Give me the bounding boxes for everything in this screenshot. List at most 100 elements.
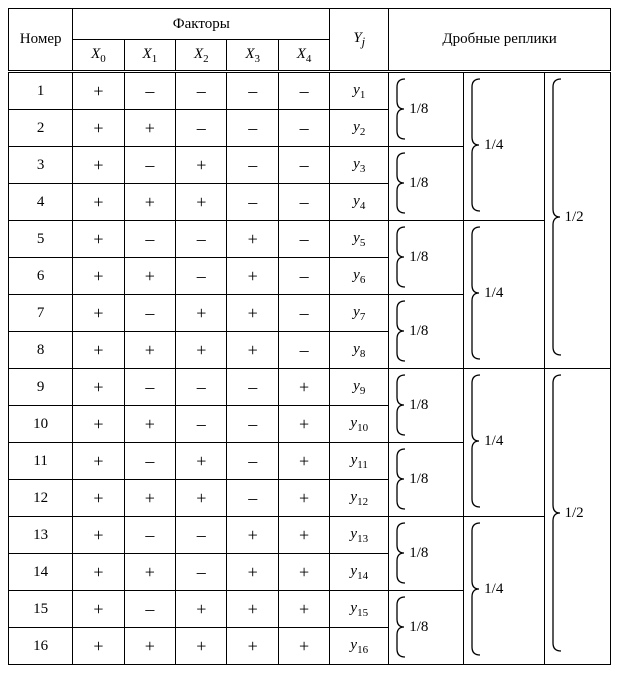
replica-eighth-cell bbox=[389, 258, 464, 295]
replica-quarter-cell bbox=[464, 110, 544, 147]
factor-sign: – bbox=[278, 147, 329, 184]
factor-sign: + bbox=[176, 480, 227, 517]
factor-sign: – bbox=[227, 480, 278, 517]
factor-sign: + bbox=[227, 295, 278, 332]
col-header-nomer: Номер bbox=[9, 9, 73, 72]
factor-sign: + bbox=[278, 517, 329, 554]
factor-sign: + bbox=[73, 443, 124, 480]
replica-eighth-cell bbox=[389, 332, 464, 369]
factor-sign: – bbox=[227, 184, 278, 221]
factor-sign: + bbox=[73, 628, 124, 665]
factor-sign: – bbox=[124, 147, 175, 184]
factor-sign: – bbox=[176, 258, 227, 295]
table-row: 3+–+––y31/8 bbox=[9, 147, 611, 184]
replica-eighth-cell bbox=[389, 480, 464, 517]
row-number: 9 bbox=[9, 369, 73, 406]
row-number: 1 bbox=[9, 72, 73, 110]
factor-sign: – bbox=[278, 221, 329, 258]
response-y: y7 bbox=[330, 295, 389, 332]
replica-quarter-cell bbox=[464, 628, 544, 665]
table-row: 1+––––y11/81/41/2 bbox=[9, 72, 611, 110]
replica-quarter-cell: 1/4 bbox=[464, 369, 544, 406]
factor-sign: + bbox=[124, 110, 175, 147]
row-number: 2 bbox=[9, 110, 73, 147]
factor-sign: + bbox=[124, 184, 175, 221]
factor-sign: – bbox=[278, 72, 329, 110]
response-y: y9 bbox=[330, 369, 389, 406]
factor-sign: + bbox=[73, 72, 124, 110]
col-header-replicas: Дробные реплики bbox=[389, 9, 611, 72]
factor-sign: – bbox=[176, 554, 227, 591]
factor-sign: – bbox=[124, 221, 175, 258]
replica-eighth-cell: 1/8 bbox=[389, 517, 464, 554]
factor-sign: – bbox=[176, 110, 227, 147]
row-number: 8 bbox=[9, 332, 73, 369]
replica-half-cell bbox=[544, 147, 611, 184]
table-row: 2++–––y2 bbox=[9, 110, 611, 147]
factor-sign: + bbox=[73, 221, 124, 258]
replica-quarter-cell bbox=[464, 480, 544, 517]
replica-half-cell bbox=[544, 554, 611, 591]
factor-sign: + bbox=[176, 628, 227, 665]
replica-quarter-cell: 1/4 bbox=[464, 221, 544, 258]
factor-sign: + bbox=[73, 147, 124, 184]
replica-eighth-cell: 1/8 bbox=[389, 72, 464, 110]
table-row: 15+–+++y151/8 bbox=[9, 591, 611, 628]
factor-sign: + bbox=[227, 628, 278, 665]
replica-eighth-cell: 1/8 bbox=[389, 591, 464, 628]
factor-sign: + bbox=[227, 554, 278, 591]
response-y: y5 bbox=[330, 221, 389, 258]
replica-eighth-cell bbox=[389, 554, 464, 591]
factor-sign: + bbox=[278, 369, 329, 406]
factor-sign: + bbox=[227, 221, 278, 258]
table-row: 16+++++y16 bbox=[9, 628, 611, 665]
factor-sign: – bbox=[124, 517, 175, 554]
factor-sign: + bbox=[73, 295, 124, 332]
replica-quarter-cell bbox=[464, 258, 544, 295]
replica-half-cell bbox=[544, 480, 611, 517]
factor-sign: + bbox=[124, 332, 175, 369]
design-matrix-table: Номер Факторы Yj Дробные реплики X0 X1 X… bbox=[8, 8, 611, 665]
factor-sign: + bbox=[73, 369, 124, 406]
replica-quarter-cell bbox=[464, 406, 544, 443]
table-row: 13+––++y131/81/4 bbox=[9, 517, 611, 554]
factor-sign: – bbox=[227, 443, 278, 480]
replica-eighth-cell: 1/8 bbox=[389, 147, 464, 184]
table-row: 6++–+–y6 bbox=[9, 258, 611, 295]
factor-sign: – bbox=[278, 184, 329, 221]
col-header-factors: Факторы bbox=[73, 9, 330, 40]
factor-sign: + bbox=[124, 554, 175, 591]
response-y: y16 bbox=[330, 628, 389, 665]
table-row: 14++–++y14 bbox=[9, 554, 611, 591]
factor-sign: – bbox=[124, 72, 175, 110]
response-y: y4 bbox=[330, 184, 389, 221]
replica-half-cell bbox=[544, 332, 611, 369]
factor-sign: + bbox=[227, 517, 278, 554]
col-header-x1: X1 bbox=[124, 40, 175, 72]
replica-eighth-cell: 1/8 bbox=[389, 443, 464, 480]
factor-sign: + bbox=[176, 332, 227, 369]
replica-half-cell: 1/2 bbox=[544, 369, 611, 406]
factor-sign: – bbox=[124, 295, 175, 332]
col-header-x3: X3 bbox=[227, 40, 278, 72]
row-number: 11 bbox=[9, 443, 73, 480]
row-number: 16 bbox=[9, 628, 73, 665]
factor-sign: + bbox=[73, 258, 124, 295]
response-y: y11 bbox=[330, 443, 389, 480]
replica-half-cell: 1/2 bbox=[544, 72, 611, 110]
col-header-x0: X0 bbox=[73, 40, 124, 72]
replica-quarter-cell bbox=[464, 554, 544, 591]
factor-sign: + bbox=[124, 480, 175, 517]
replica-quarter-cell: 1/4 bbox=[464, 517, 544, 554]
table-row: 10++––+y10 bbox=[9, 406, 611, 443]
response-y: y14 bbox=[330, 554, 389, 591]
replica-half-cell bbox=[544, 443, 611, 480]
row-number: 12 bbox=[9, 480, 73, 517]
col-header-x4: X4 bbox=[278, 40, 329, 72]
replica-quarter-cell bbox=[464, 443, 544, 480]
factor-sign: + bbox=[73, 184, 124, 221]
factor-sign: – bbox=[278, 295, 329, 332]
replica-quarter-cell bbox=[464, 184, 544, 221]
factor-sign: + bbox=[176, 184, 227, 221]
factor-sign: – bbox=[278, 258, 329, 295]
